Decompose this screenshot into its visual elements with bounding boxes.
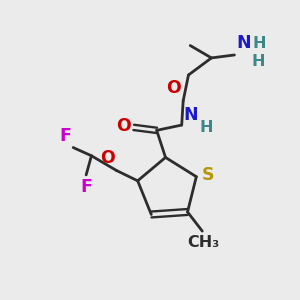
Text: N: N [236, 34, 251, 52]
Text: H: H [253, 36, 266, 51]
Text: F: F [80, 178, 92, 196]
Text: H: H [251, 54, 265, 69]
Text: CH₃: CH₃ [187, 235, 219, 250]
Text: O: O [100, 149, 115, 167]
Text: O: O [116, 117, 131, 135]
Text: H: H [200, 120, 214, 135]
Text: S: S [202, 166, 214, 184]
Text: F: F [59, 127, 71, 145]
Text: N: N [183, 106, 198, 124]
Text: O: O [166, 80, 181, 98]
